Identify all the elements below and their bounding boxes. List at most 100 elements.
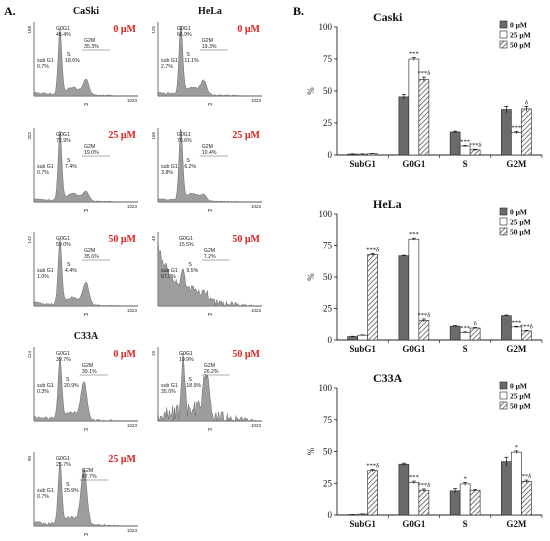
legend-entry: 0 μM xyxy=(510,382,527,391)
bar xyxy=(521,330,532,341)
concentration-label: 25 μM xyxy=(232,130,260,141)
gate-subg1-label: sub G1 xyxy=(37,383,54,389)
bar xyxy=(418,320,430,341)
y-tick-label: 0 xyxy=(328,335,333,345)
gate-g0g1-value: 59.0% xyxy=(56,242,71,248)
legend-swatch xyxy=(499,207,508,216)
bar xyxy=(449,131,461,156)
histogram-xmax: 1023 xyxy=(251,423,262,428)
gate-subg1-value: 2.7% xyxy=(161,64,173,70)
gate-g0g1-label: G0G1 xyxy=(56,26,70,32)
y-tick-label: 100 xyxy=(319,383,333,393)
bar xyxy=(398,96,410,156)
gate-g0g1-label: G0G1 xyxy=(177,26,191,32)
gate-g2m-value: 19.0% xyxy=(84,150,99,156)
gate-g0g1-label: G0G1 xyxy=(56,132,70,138)
legend-entry: 50 μM xyxy=(510,402,531,411)
histogram-xmax: 1023 xyxy=(251,308,262,313)
bar xyxy=(347,336,358,341)
gate-subg1-value: 0.7% xyxy=(37,494,49,500)
gate-s-label: S xyxy=(186,52,190,58)
column-title-caski: CaSki xyxy=(73,6,99,17)
histogram-area xyxy=(157,242,263,307)
concentration-label: 0 μM xyxy=(113,349,136,360)
histogram-area xyxy=(33,239,139,307)
y-tick-label: 50 xyxy=(323,447,333,457)
gate-s-label: S xyxy=(67,52,71,58)
significance-marker: ***δ xyxy=(417,70,430,77)
histogram-xlabel: PI xyxy=(84,532,88,537)
significance-marker: ***δ xyxy=(417,482,430,489)
histogram-xmax: 1023 xyxy=(127,98,138,103)
gate-g2m-label: G2M xyxy=(82,363,93,369)
gate-subg1-value: 35.0% xyxy=(161,389,176,395)
significance-marker: * xyxy=(464,475,467,482)
gate-subg1-label: sub G1 xyxy=(37,268,54,274)
gate-g0g1-label: G0G1 xyxy=(56,456,70,462)
gate-subg1-value: 0.7% xyxy=(37,170,49,176)
category-label: G2M xyxy=(506,344,527,354)
gate-g2m-label: G2M xyxy=(202,144,213,150)
gate-g2m-value: 35.3% xyxy=(84,44,99,50)
histogram-ymax: 90 xyxy=(27,456,32,462)
panel-b-label: B. xyxy=(293,4,305,18)
legend-entry: 25 μM xyxy=(510,392,531,401)
gate-g2m-label: G2M xyxy=(84,144,95,150)
row-title-c33a: C33A xyxy=(74,331,99,342)
significance-marker: **δ xyxy=(522,473,532,480)
concentration-label: 0 μM xyxy=(237,24,260,35)
histogram-ymax: 166 xyxy=(151,132,156,140)
y-tick-label: 75 xyxy=(323,54,333,64)
bar xyxy=(501,315,512,341)
gate-subg1-value: 3.8% xyxy=(161,170,173,176)
y-tick-label: 25 xyxy=(323,478,333,488)
significance-marker: ***δ xyxy=(366,246,379,253)
concentration-label: 50 μM xyxy=(232,349,260,360)
histogram-ymax: 49 xyxy=(151,236,156,242)
histogram-xmax: 1023 xyxy=(251,204,262,209)
y-tick-label: 100 xyxy=(319,209,333,219)
gate-g2m-value: 39.1% xyxy=(82,369,97,375)
significance-marker: ***δ xyxy=(366,463,379,470)
gate-g0g1-label: G0G1 xyxy=(179,351,193,357)
category-label: S xyxy=(463,159,468,169)
y-tick-label: 75 xyxy=(323,241,333,251)
gate-g2m-value: 7.2% xyxy=(204,254,216,260)
gate-subg1-value: 0.3% xyxy=(37,389,49,395)
gate-subg1-label: sub G1 xyxy=(37,488,54,494)
histogram-area xyxy=(33,130,139,203)
gate-g0g1-value: 66.9% xyxy=(177,32,192,38)
significance-marker: *** xyxy=(409,50,419,57)
histogram-xmax: 1023 xyxy=(127,308,138,313)
category-label: SubG1 xyxy=(349,344,376,354)
gate-s-label: S xyxy=(66,377,70,383)
bar xyxy=(367,254,378,341)
gate-subg1-value: 0.7% xyxy=(37,64,49,70)
y-tick-label: 0 xyxy=(328,150,333,160)
category-label: SubG1 xyxy=(349,519,376,529)
histogram-area xyxy=(157,128,263,203)
gate-g2m-label: G2M xyxy=(84,38,95,44)
histogram-xlabel: PI xyxy=(208,102,212,107)
panel-a-label: A. xyxy=(4,4,16,18)
gate-subg1-label: sub G1 xyxy=(161,58,178,64)
y-tick-label: 75 xyxy=(323,415,333,425)
legend-entry: 50 μM xyxy=(510,228,531,237)
gate-g0g1-value: 15.5% xyxy=(179,242,194,248)
gate-subg1-value: 67.8% xyxy=(161,274,176,280)
gate-g0g1-label: G0G1 xyxy=(56,351,70,357)
bar xyxy=(511,451,522,516)
histogram-xlabel: PI xyxy=(84,312,88,317)
concentration-label: 50 μM xyxy=(108,234,136,245)
gate-s-value: 9.5% xyxy=(186,268,198,274)
bar xyxy=(398,463,410,516)
bar xyxy=(469,327,481,341)
gate-s-label: S xyxy=(188,377,192,383)
gate-g2m-label: G2M xyxy=(202,38,213,44)
